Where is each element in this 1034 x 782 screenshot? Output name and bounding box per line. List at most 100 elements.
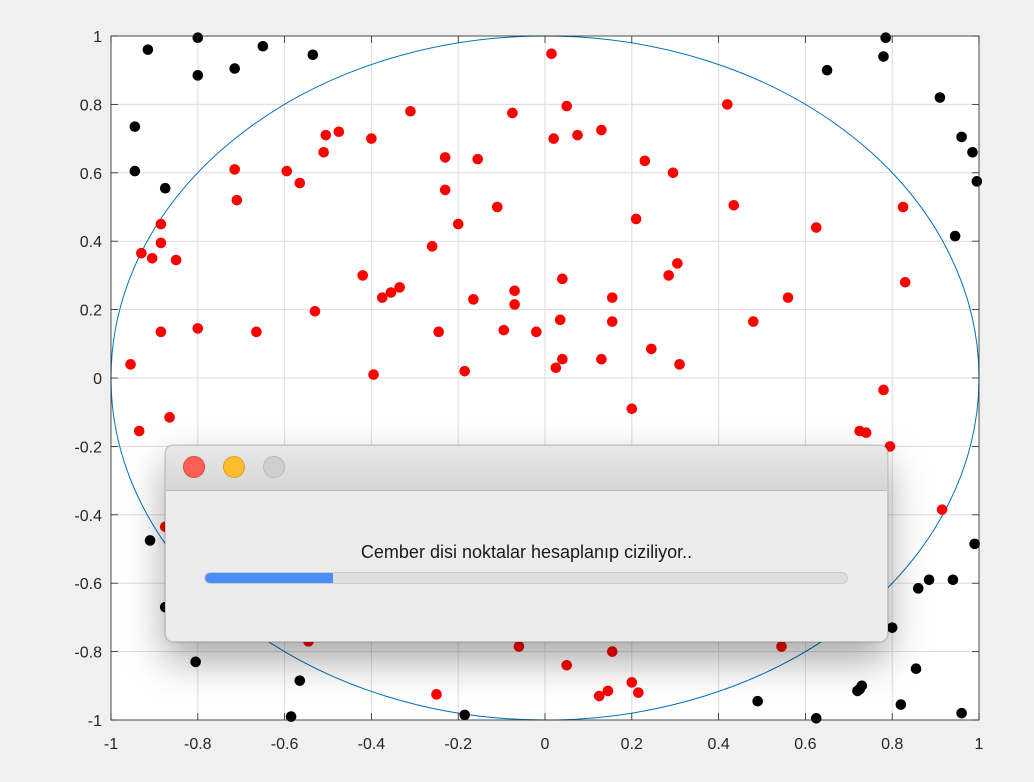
inside-point bbox=[439, 152, 451, 163]
inside-point bbox=[320, 129, 332, 141]
y-tick-label: -0.6 bbox=[74, 576, 102, 593]
zoom-button[interactable] bbox=[263, 456, 285, 478]
inside-point bbox=[572, 129, 583, 141]
inside-point bbox=[309, 306, 321, 317]
outside-point bbox=[947, 574, 959, 586]
inside-point bbox=[606, 646, 618, 657]
inside-point bbox=[860, 427, 872, 439]
inside-point bbox=[674, 359, 685, 370]
inside-point bbox=[366, 133, 377, 144]
x-tick-label: 0.2 bbox=[621, 736, 643, 753]
minimize-button[interactable] bbox=[223, 456, 245, 478]
outside-point bbox=[192, 70, 204, 81]
inside-point bbox=[155, 218, 167, 230]
inside-point bbox=[294, 177, 306, 189]
inside-point bbox=[394, 282, 405, 293]
x-tick-label: 0 bbox=[541, 736, 550, 753]
inside-point bbox=[170, 254, 182, 266]
scatter-points bbox=[125, 32, 983, 724]
x-tick-label: -1 bbox=[104, 736, 118, 753]
inside-point bbox=[357, 270, 369, 281]
outside-point bbox=[190, 656, 201, 668]
inside-point bbox=[513, 641, 525, 652]
inside-point bbox=[667, 167, 679, 179]
inside-point bbox=[633, 687, 644, 698]
inside-point bbox=[596, 353, 607, 365]
inside-point bbox=[251, 326, 262, 338]
inside-point bbox=[468, 294, 479, 305]
y-tick-label: 1 bbox=[93, 29, 102, 46]
inside-point bbox=[405, 105, 416, 117]
dialog-message: Cember disi noktalar hesaplanıp ciziliyo… bbox=[360, 542, 693, 562]
inside-point bbox=[593, 690, 605, 702]
progress-dialog: Cember disi noktalar hesaplanıp ciziliyo… bbox=[165, 445, 888, 642]
inside-point bbox=[561, 659, 572, 671]
outside-point bbox=[949, 230, 961, 242]
y-tick-label: 0.2 bbox=[80, 303, 102, 320]
x-tick-label: -0.4 bbox=[358, 736, 386, 753]
y-tick-label: 0 bbox=[93, 371, 102, 388]
outside-point bbox=[144, 535, 156, 546]
outside-point bbox=[969, 538, 980, 550]
inside-point bbox=[368, 369, 379, 380]
outside-point bbox=[821, 64, 833, 76]
inside-point bbox=[333, 126, 345, 138]
inside-point bbox=[318, 146, 329, 158]
progress-bar bbox=[204, 572, 848, 584]
y-tick-label: 0.8 bbox=[80, 97, 102, 114]
inside-point bbox=[509, 299, 520, 310]
outside-point bbox=[895, 699, 907, 710]
outside-point bbox=[285, 711, 297, 722]
outside-point bbox=[934, 92, 946, 103]
inside-point bbox=[646, 343, 657, 355]
outside-point bbox=[129, 121, 141, 132]
inside-point bbox=[509, 285, 520, 297]
inside-point bbox=[385, 287, 397, 298]
inside-point bbox=[376, 292, 388, 303]
x-tick-label: 0.4 bbox=[707, 736, 729, 753]
outside-point bbox=[923, 574, 935, 586]
inside-point bbox=[146, 252, 158, 264]
x-tick-labels: -1 -0.8 -0.6 -0.4 -0.2 0 0.2 0.4 0.6 0.8 1 bbox=[104, 736, 984, 753]
inside-point bbox=[426, 241, 438, 252]
inside-point bbox=[546, 48, 557, 60]
outside-point bbox=[912, 583, 924, 594]
inside-point bbox=[155, 237, 167, 249]
inside-point bbox=[557, 273, 568, 285]
inside-point bbox=[164, 412, 175, 423]
x-tick-label: -0.2 bbox=[444, 736, 472, 753]
inside-point bbox=[663, 270, 674, 281]
inside-point bbox=[810, 222, 822, 233]
inside-point bbox=[231, 194, 243, 206]
inside-point bbox=[606, 316, 618, 327]
inside-point bbox=[133, 425, 145, 437]
inside-point bbox=[630, 213, 642, 225]
progress-bar-fill bbox=[205, 573, 334, 583]
outside-point bbox=[910, 663, 922, 674]
tick-marks bbox=[110, 35, 980, 721]
outside-point bbox=[294, 675, 306, 686]
inside-point bbox=[639, 155, 651, 167]
outside-point bbox=[752, 695, 763, 707]
inside-point bbox=[507, 107, 518, 119]
inside-point bbox=[606, 292, 618, 303]
inside-point bbox=[155, 326, 167, 338]
outside-point bbox=[956, 707, 967, 719]
inside-point bbox=[626, 403, 638, 415]
outside-point bbox=[852, 685, 863, 697]
inside-point bbox=[459, 365, 471, 377]
x-tick-label: -0.8 bbox=[184, 736, 212, 753]
inside-point bbox=[472, 153, 484, 165]
inside-point bbox=[439, 184, 451, 196]
y-tick-label: 0.6 bbox=[80, 166, 102, 183]
inside-point bbox=[602, 685, 614, 697]
dialog-titlebar[interactable] bbox=[166, 446, 887, 491]
inside-point bbox=[192, 323, 204, 334]
inside-point bbox=[431, 689, 442, 700]
inside-point bbox=[672, 258, 683, 269]
close-button[interactable] bbox=[183, 456, 205, 478]
outside-point bbox=[129, 165, 141, 177]
inside-point bbox=[550, 362, 562, 374]
inside-point bbox=[125, 359, 136, 370]
inside-point bbox=[626, 677, 638, 688]
